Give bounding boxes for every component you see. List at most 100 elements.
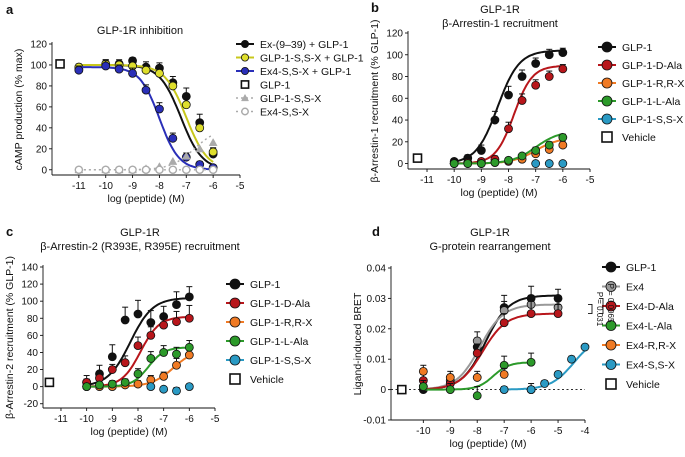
data-point bbox=[195, 165, 205, 175]
y-tick-label: 80 bbox=[392, 72, 404, 83]
legend-marker bbox=[229, 297, 241, 309]
legend-item: GLP-1 bbox=[598, 41, 653, 54]
chart-title: GLP-1R bbox=[120, 227, 160, 239]
data-point bbox=[504, 90, 513, 100]
x-tick-label: -10 bbox=[416, 426, 431, 437]
x-tick-label: -7 bbox=[531, 175, 540, 186]
bracket-glp1 bbox=[599, 297, 604, 315]
data-point bbox=[55, 59, 65, 69]
legend-item: Ex-(9–39) + GLP-1 bbox=[236, 39, 349, 51]
legend-marker bbox=[229, 335, 241, 347]
legend-item: GLP-1-S,S-X + GLP-1 bbox=[236, 53, 364, 65]
data-point bbox=[544, 50, 554, 60]
legend-label: GLP-1-D-Ala bbox=[622, 60, 682, 72]
legend-label: Ex4-D-Ala bbox=[626, 301, 674, 313]
data-point bbox=[101, 61, 111, 71]
fit-curve bbox=[78, 64, 214, 166]
data-point bbox=[184, 350, 194, 360]
legend-item: GLP-1-S,S-X bbox=[236, 93, 321, 105]
legend-label: GLP-1-D-Ala bbox=[250, 298, 310, 310]
p-value-label: P = 0.031 bbox=[595, 292, 604, 327]
legend-marker bbox=[229, 373, 241, 385]
legend-label: GLP-1 bbox=[250, 279, 281, 291]
x-tick-label: -7 bbox=[159, 414, 168, 425]
x-tick-label: -4 bbox=[581, 426, 590, 437]
legend-marker bbox=[240, 53, 249, 62]
data-point bbox=[499, 318, 509, 328]
data-point bbox=[558, 159, 568, 168]
legend: GLP-1 GLP-1-D-Ala GLP-1-R,R-X GLP-1-L-Ala GL… bbox=[226, 278, 312, 386]
legend-item: GLP-1-S,S-X bbox=[598, 113, 683, 126]
y-tick-label: 40 bbox=[392, 116, 404, 127]
data-point bbox=[120, 377, 130, 387]
legend-label: Ex4 bbox=[626, 282, 644, 294]
y-axis-label: β-Arrestin-2 recruitment (% GLP-1) bbox=[4, 256, 16, 419]
data-point bbox=[141, 165, 151, 175]
data-point bbox=[181, 165, 191, 175]
chart-title: GLP-1R inhibition bbox=[97, 25, 183, 37]
legend-marker bbox=[605, 300, 617, 312]
data-point bbox=[114, 165, 124, 175]
data-point bbox=[155, 165, 164, 175]
legend-item: GLP-1-L-Ala bbox=[226, 335, 309, 348]
y-tick-label: 20 bbox=[392, 137, 404, 148]
series-6 bbox=[74, 165, 218, 175]
legend: Ex-(9–39) + GLP-1 GLP-1-S,S-X + GLP-1Ex4-… bbox=[236, 39, 364, 119]
series-2 bbox=[74, 59, 218, 163]
data-point bbox=[133, 341, 143, 351]
data-point bbox=[445, 373, 455, 382]
panel-label: d bbox=[372, 224, 380, 239]
chart-subtitle: β-Arrestin-1 recruitment bbox=[442, 18, 558, 30]
data-point bbox=[412, 153, 423, 163]
x-tick-label: -5 bbox=[586, 175, 595, 186]
data-point bbox=[445, 385, 455, 395]
legend-marker bbox=[601, 77, 613, 89]
legend-label: GLP-1-S,S-X bbox=[622, 114, 683, 126]
legend-item: GLP-1-L-Ala bbox=[598, 95, 681, 108]
data-point bbox=[181, 100, 191, 110]
series-5 bbox=[531, 159, 568, 168]
x-tick-label: -9 bbox=[108, 414, 117, 425]
legend-marker bbox=[229, 316, 241, 328]
x-tick-label: -6 bbox=[527, 426, 536, 437]
significance-annotations: P = 0.031 P = 0.0065 bbox=[588, 284, 615, 327]
series-4 bbox=[449, 132, 568, 168]
data-point bbox=[558, 140, 568, 150]
data-point bbox=[553, 369, 563, 379]
legend-marker bbox=[605, 378, 617, 390]
legend: GLP-1 GLP-1-D-Ala GLP-1-R,R-X GLP-1-L-Ala GL… bbox=[598, 41, 684, 144]
legend-item: GLP-1-S,S-X bbox=[226, 354, 311, 367]
legend-item: Ex4 bbox=[602, 281, 644, 294]
data-point bbox=[517, 96, 527, 105]
data-point bbox=[114, 64, 124, 74]
data-point bbox=[553, 309, 563, 319]
data-point bbox=[531, 159, 541, 168]
data-point bbox=[531, 146, 541, 155]
data-point bbox=[517, 72, 527, 81]
legend-marker bbox=[605, 320, 617, 331]
data-point bbox=[544, 72, 554, 81]
fit-curve bbox=[423, 312, 559, 391]
x-axis-label: log (peptide) (M) bbox=[449, 438, 526, 450]
data-point bbox=[159, 348, 169, 357]
data-point bbox=[184, 292, 194, 302]
data-point bbox=[128, 165, 137, 175]
bracket-ex4 bbox=[588, 304, 593, 315]
data-point bbox=[128, 68, 137, 78]
data-point bbox=[172, 300, 181, 310]
y-tick-label: 60 bbox=[27, 331, 39, 342]
x-tick-label: -5 bbox=[236, 181, 245, 192]
y-tick-label: -20 bbox=[24, 399, 39, 410]
data-point bbox=[101, 165, 111, 175]
legend-label: GLP-1-R,R-X bbox=[622, 78, 684, 90]
y-axis-label: Ligand-induced BRET bbox=[352, 292, 364, 395]
legend-item: Vehicle bbox=[229, 373, 284, 386]
data-point bbox=[133, 309, 143, 319]
series-4 bbox=[418, 352, 536, 401]
data-point bbox=[558, 48, 568, 57]
data-point bbox=[472, 373, 482, 382]
data-point bbox=[499, 385, 509, 395]
legend-item: Ex4-S,S-X + GLP-1 bbox=[236, 66, 351, 78]
y-tick-label: 80 bbox=[27, 314, 39, 325]
data-point bbox=[74, 65, 84, 75]
